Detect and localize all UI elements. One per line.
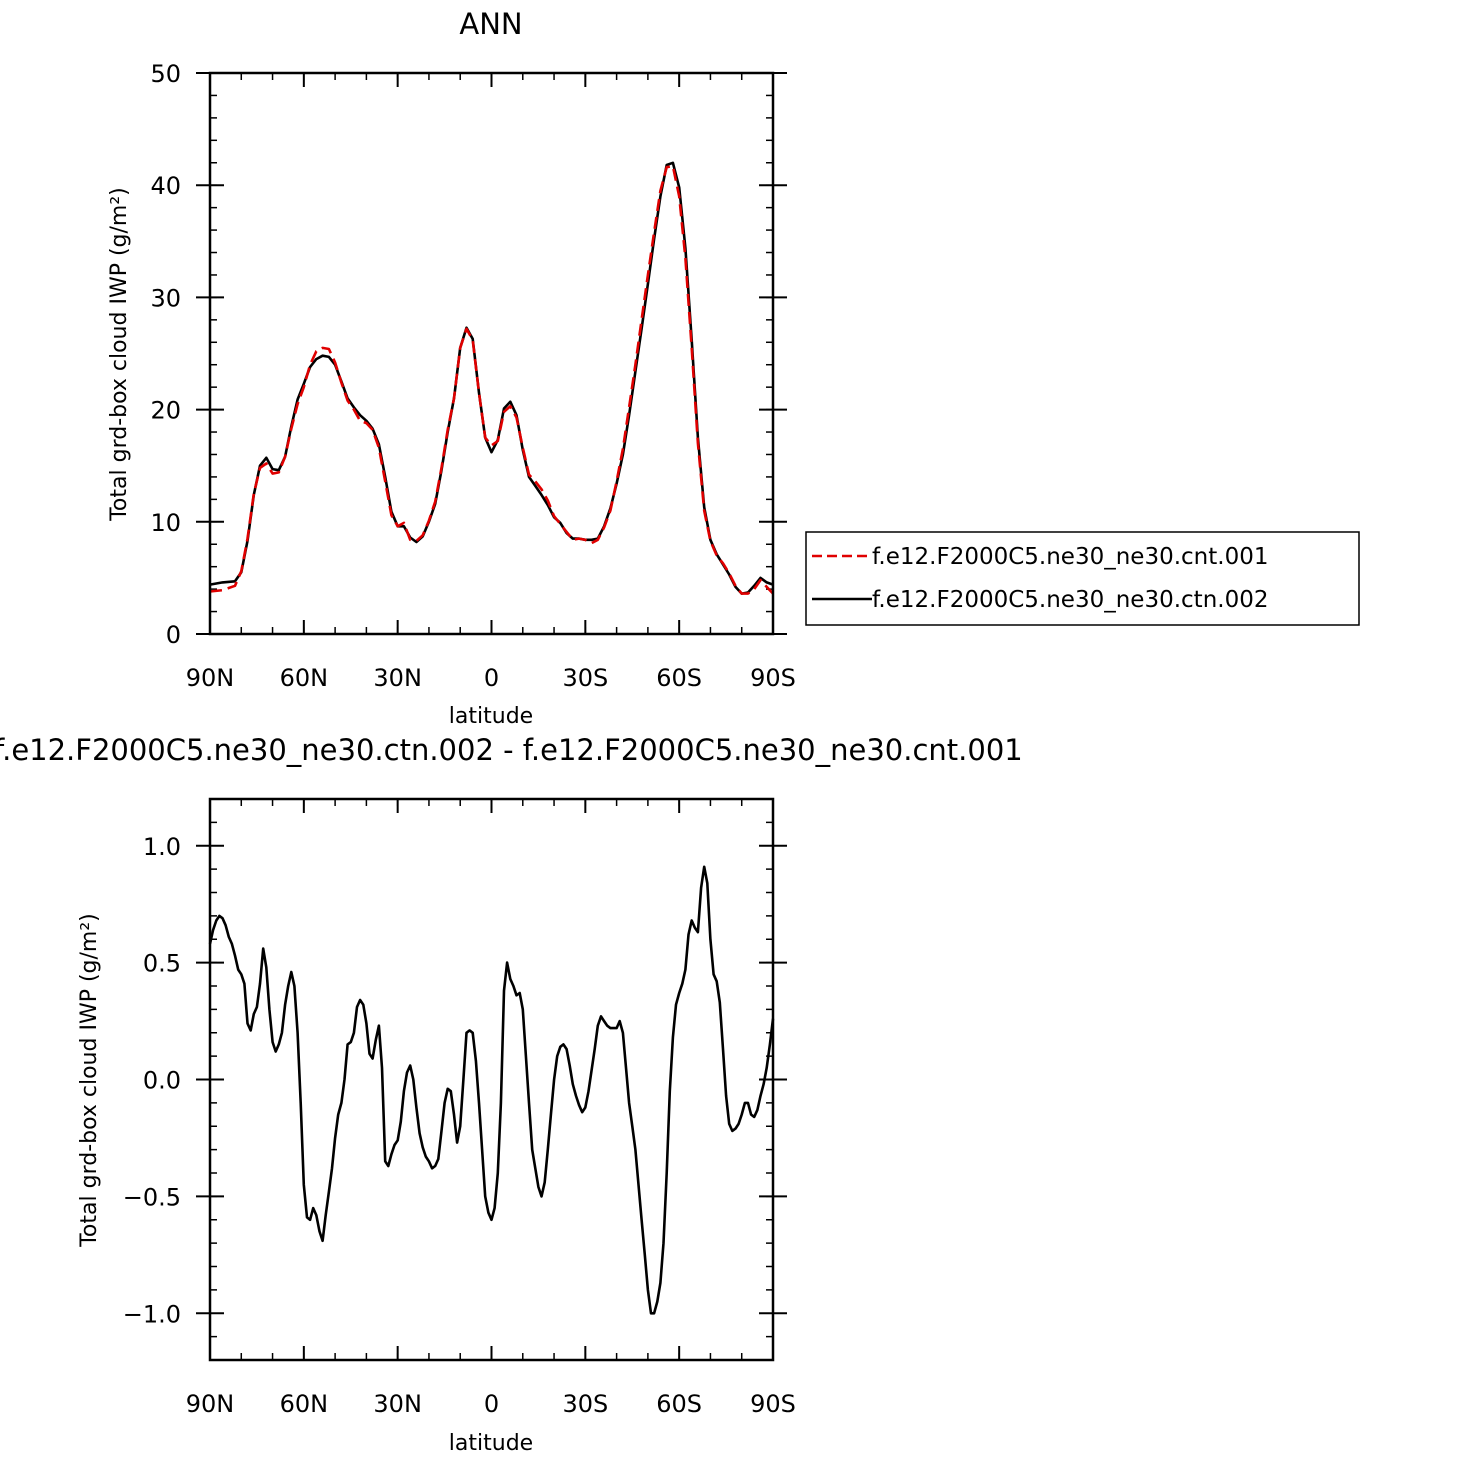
bottom-y-tick-label: 1.0 [143, 833, 181, 861]
legend-box [805, 531, 1360, 626]
top-ticks: 90N 60N 30N 0 30S 60S 90S 0 10 20 30 40 50 [150, 60, 795, 692]
top-x-tick-label: 60N [280, 664, 329, 692]
top-x-tick-label: 0 [484, 664, 499, 692]
bottom-plot-frame [208, 797, 775, 1362]
bottom-lines [208, 865, 775, 1315]
top-x-tick-label: 30S [562, 664, 608, 692]
top-x-tick-label: 60S [656, 664, 702, 692]
bottom-y-axis-label: Total grd-box cloud IWP (g/m²) [77, 913, 102, 1248]
bottom-x-tick-label: 90S [750, 1390, 796, 1418]
bottom-y-tick-label: −0.5 [123, 1183, 181, 1211]
top-series-line-1 [209, 161, 774, 595]
bottom-ticks: 90N 60N 30N 0 30S 60S 90S −1.0 −0.5 0.0 0.5 1.0 [123, 798, 796, 1418]
bottom-series-line-0 [208, 865, 775, 1315]
top-y-tick-label: 40 [150, 172, 181, 200]
top-x-tick-label: 30N [373, 664, 422, 692]
bottom-x-tick-label: 90N [186, 1390, 235, 1418]
bottom-y-tick-label: 0.5 [143, 950, 181, 978]
top-lines [209, 161, 774, 595]
bottom-panel: f.e12.F2000C5.ne30_ne30.ctn.002 - f.e12.… [0, 733, 1023, 1456]
bottom-x-axis-label: latitude [449, 1431, 533, 1456]
legend-label-ctn-002: f.e12.F2000C5.ne30_ne30.ctn.002 [872, 587, 1268, 613]
bottom-y-tick-label: 0.0 [143, 1067, 181, 1095]
bottom-x-tick-label: 60S [656, 1390, 702, 1418]
top-x-axis-label: latitude [449, 704, 533, 729]
bottom-y-tick-label: −1.0 [123, 1300, 181, 1328]
bottom-chart-title: f.e12.F2000C5.ne30_ne30.ctn.002 - f.e12.… [0, 733, 1023, 767]
top-y-tick-label: 0 [166, 621, 181, 649]
top-x-tick-label: 90S [750, 664, 796, 692]
top-y-axis-label: Total grd-box cloud IWP (g/m²) [107, 187, 132, 522]
top-x-tick-label: 90N [186, 664, 235, 692]
top-series-line-0 [209, 164, 774, 595]
top-plot-frame [208, 71, 775, 636]
top-panel: ANN 90N 60N 30N 0 30S 60S 90S 0 10 20 30 40 50 latit… [107, 7, 796, 729]
top-y-tick-label: 20 [150, 397, 181, 425]
bottom-x-tick-label: 60N [280, 1390, 329, 1418]
bottom-x-tick-label: 30N [373, 1390, 422, 1418]
legend: f.e12.F2000C5.ne30_ne30.cnt.001 f.e12.F2… [805, 531, 1360, 626]
legend-label-cnt-001: f.e12.F2000C5.ne30_ne30.cnt.001 [872, 544, 1268, 570]
bottom-x-tick-label: 0 [484, 1390, 499, 1418]
bottom-x-tick-label: 30S [562, 1390, 608, 1418]
top-y-tick-label: 10 [150, 509, 181, 537]
top-chart-title: ANN [459, 7, 522, 41]
top-y-tick-label: 30 [150, 284, 181, 312]
top-y-tick-label: 50 [150, 60, 181, 88]
